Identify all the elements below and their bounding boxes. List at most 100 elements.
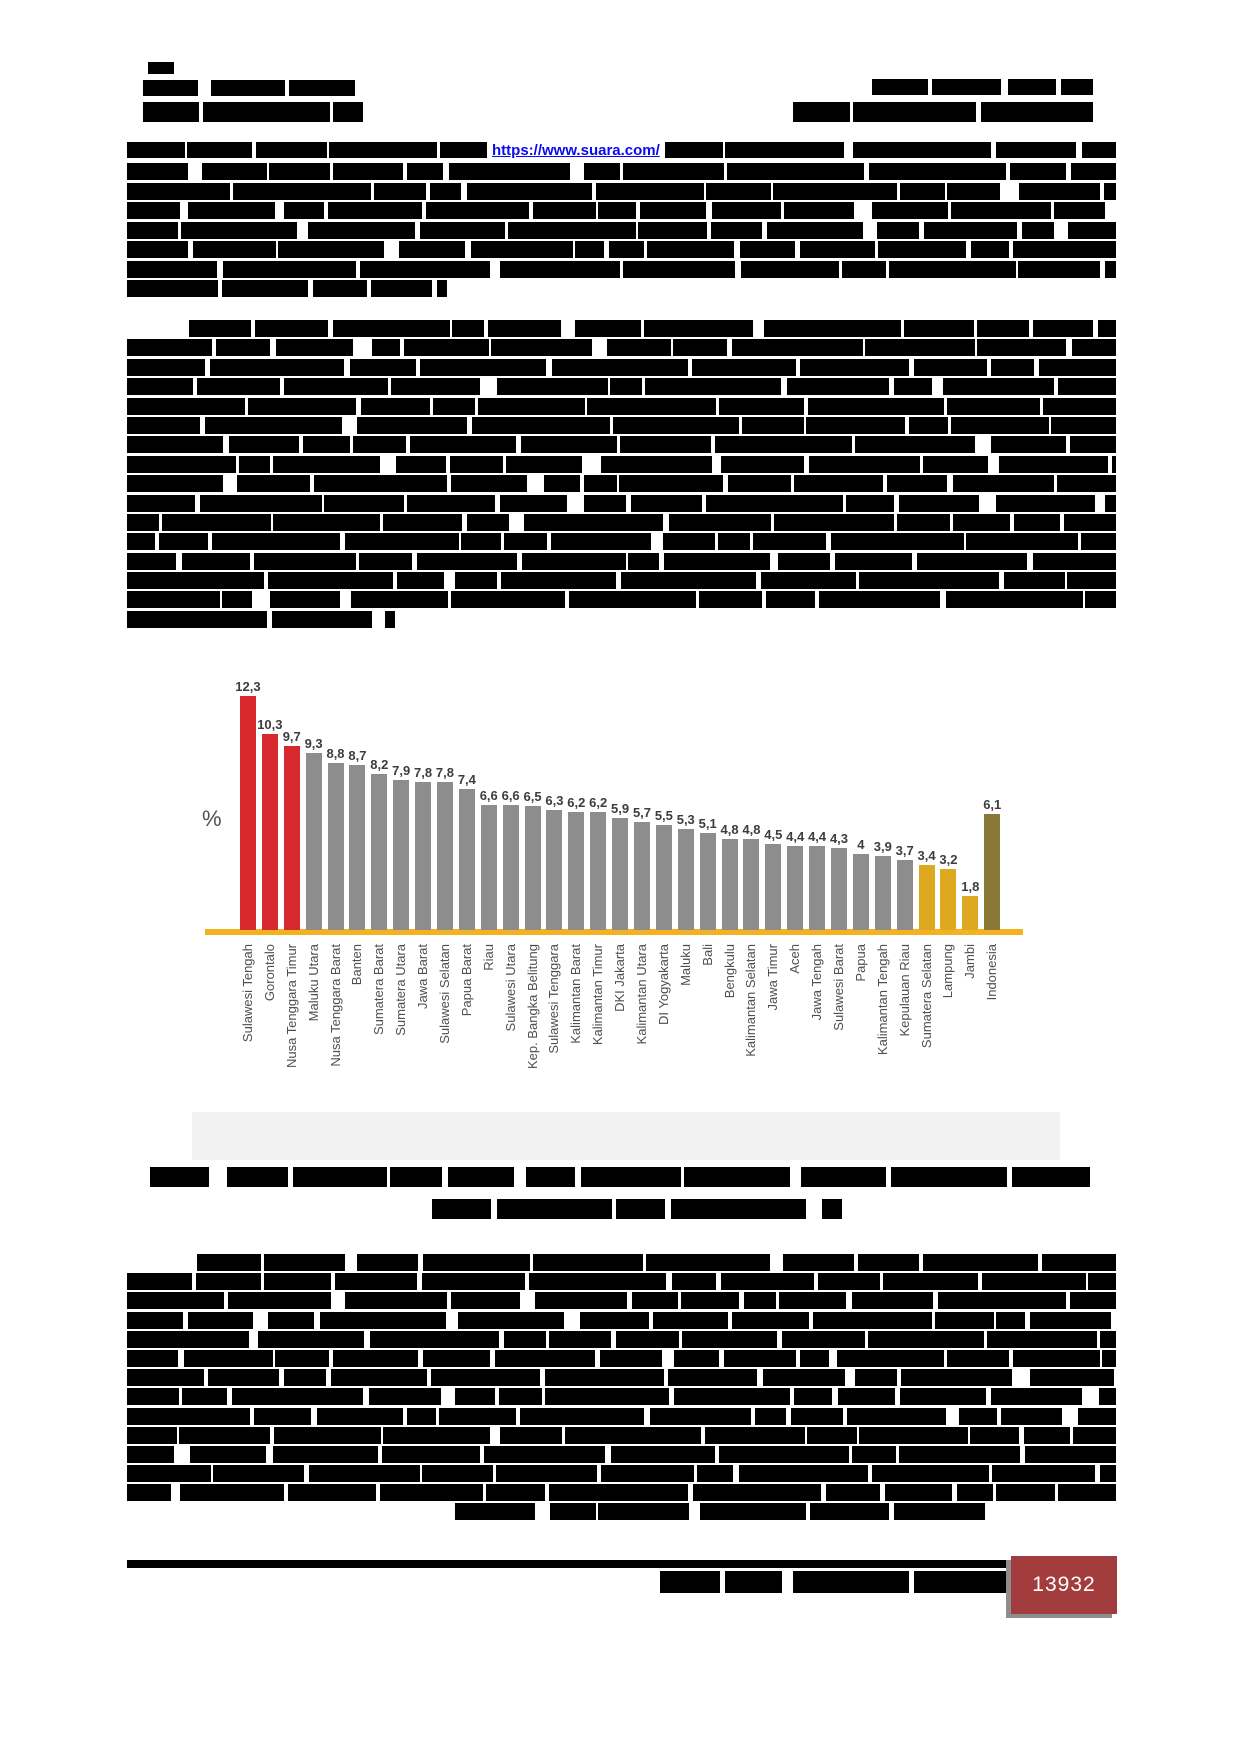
- bar-value-label: 3,4: [917, 848, 936, 863]
- bar-value-label: 5,5: [654, 808, 673, 823]
- bar-slot: 3,9: [872, 840, 894, 930]
- bar-value-label: 3,9: [873, 839, 892, 854]
- bar: [371, 774, 388, 930]
- figure-background-band: [192, 1112, 1060, 1160]
- category-label-slot: Jawa Barat: [412, 936, 434, 1112]
- body-line-with-url: https://www.suara.com/: [127, 141, 1116, 159]
- category-label-slot: Jawa Tengah: [806, 936, 828, 1112]
- redacted-header-mark: [148, 62, 174, 74]
- bar-slot: 6,2: [565, 796, 587, 930]
- category-label-slot: Kalimantan Tengah: [872, 936, 894, 1112]
- bar-value-label: 1,8: [961, 879, 980, 894]
- bar-slot: 4,3: [828, 832, 850, 930]
- bar: [524, 806, 541, 930]
- bar-value-label: 10,3: [257, 717, 283, 732]
- bar-category-label: DKI Jakarta: [612, 944, 628, 1012]
- bar-slot: 6,5: [522, 790, 544, 930]
- bar-category-label: Banten: [349, 944, 365, 986]
- bar-value-label: 7,8: [414, 765, 433, 780]
- bar: [568, 812, 585, 930]
- bar-slot: 6,2: [587, 796, 609, 930]
- bar-slot: 6,1: [981, 798, 1003, 930]
- bar-category-label: Nusa Tenggara Timur: [283, 944, 299, 1069]
- category-label-slot: Maluku Utara: [303, 936, 325, 1112]
- bar-value-label: 4: [857, 837, 865, 852]
- bar-value-label: 6,2: [589, 795, 608, 810]
- category-label-slot: Bali: [697, 936, 719, 1112]
- bar: [940, 869, 957, 930]
- category-label-slot: Sumatera Barat: [368, 936, 390, 1112]
- bar-slot: 8,8: [325, 747, 347, 930]
- category-label-slot: Banten: [346, 936, 368, 1112]
- bar-value-label: 6,2: [567, 795, 586, 810]
- category-label-slot: Kepulauan Riau: [894, 936, 916, 1112]
- category-label-slot: Maluku: [675, 936, 697, 1112]
- source-url-link[interactable]: https://www.suara.com/: [492, 141, 660, 159]
- bar-category-label: Sulawesi Tengah: [239, 944, 255, 1043]
- bar-category-label: Sulawesi Tenggara: [546, 944, 562, 1054]
- bar: [305, 753, 322, 930]
- bar: [283, 746, 300, 930]
- bar: [984, 814, 1001, 930]
- bar-category-label: Papua: [852, 944, 868, 982]
- bar-value-label: 6,3: [545, 793, 564, 808]
- figure-caption-redacted: [432, 1199, 842, 1219]
- bar: [436, 782, 453, 930]
- category-label-slot: Papua: [850, 936, 872, 1112]
- bar: [809, 846, 826, 930]
- bar-slot: 1,8: [959, 880, 981, 930]
- bar-value-label: 9,7: [282, 729, 301, 744]
- bar: [633, 822, 650, 930]
- bar-slot: 10,3: [257, 717, 283, 930]
- category-label-slot: Sulawesi Tenggara: [543, 936, 565, 1112]
- bar-category-label: Kalimantan Utara: [633, 944, 649, 1045]
- bar-category-label: Kep. Bangka Belitung: [524, 944, 540, 1070]
- category-label-slot: Sulawesi Selatan: [434, 936, 456, 1112]
- category-label-slot: Jawa Timur: [762, 936, 784, 1112]
- redacted-text-block: [127, 320, 1116, 628]
- bar-value-label: 4,8: [720, 822, 739, 837]
- footer-divider: [127, 1560, 1011, 1568]
- bar: [327, 763, 344, 930]
- bar-category-label: Jawa Barat: [415, 944, 431, 1010]
- redacted-footer-text: [660, 1571, 1008, 1593]
- bar-slot: 5,1: [697, 817, 719, 930]
- redacted-text-block: [664, 142, 1116, 158]
- bar-value-label: 4,4: [786, 829, 805, 844]
- bar-value-label: 5,1: [698, 816, 717, 831]
- category-label-slot: Lampung: [938, 936, 960, 1112]
- category-label-slot: Riau: [478, 936, 500, 1112]
- category-label-slot: Kalimantan Utara: [631, 936, 653, 1112]
- category-label-slot: Kalimantan Barat: [565, 936, 587, 1112]
- bar: [502, 805, 519, 930]
- chart-plot-area: % 12,3 10,3 9,7 9,3 8,8 8,7 8,2 7,9 7,8 7,8 7,4 6,6…: [192, 648, 1060, 936]
- bar: [721, 839, 738, 930]
- bar-value-label: 5,7: [632, 805, 652, 820]
- category-label-slot: Sumatera Utara: [390, 936, 412, 1112]
- bar-slot: 9,3: [303, 737, 325, 930]
- bar-value-label: 6,6: [501, 788, 520, 803]
- redacted-text-block: [127, 142, 487, 158]
- bar-category-label: Lampung: [940, 944, 956, 999]
- category-label-slot: Papua Barat: [456, 936, 478, 1112]
- bar-slot: 6,6: [478, 789, 500, 930]
- bar-slot: 5,9: [609, 802, 631, 930]
- bar-slot: 7,4: [456, 773, 478, 930]
- bar: [239, 696, 256, 930]
- bar: [699, 833, 716, 930]
- category-label-slot: Sulawesi Utara: [500, 936, 522, 1112]
- bar-value-label: 4,4: [808, 829, 827, 844]
- bar: [546, 810, 563, 930]
- bar: [743, 839, 760, 930]
- bar-category-label: Kalimantan Tengah: [874, 944, 890, 1056]
- bar-category-label: Riau: [480, 944, 496, 971]
- bar-category-label: Maluku Utara: [305, 944, 321, 1022]
- bar-slot: 7,8: [434, 766, 456, 930]
- category-label-slot: Jambi: [959, 936, 981, 1112]
- bar-value-label: 8,7: [348, 748, 367, 763]
- bar-slot: 4,4: [784, 830, 806, 930]
- bar-value-label: 5,3: [676, 812, 695, 827]
- category-label-slot: Gorontalo: [259, 936, 281, 1112]
- bar-value-label: 8,2: [370, 757, 389, 772]
- category-label-slot: Aceh: [784, 936, 806, 1112]
